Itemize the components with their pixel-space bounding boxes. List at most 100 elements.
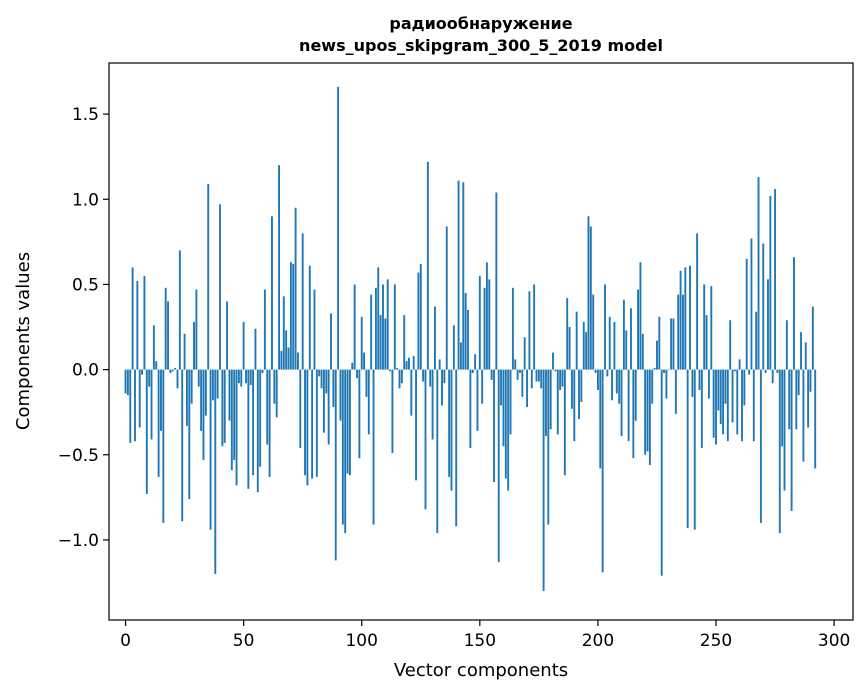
bar	[570, 369, 573, 409]
bar	[587, 216, 590, 370]
bar	[471, 369, 474, 374]
bar	[627, 369, 630, 442]
bar	[450, 369, 453, 491]
bar	[197, 369, 200, 387]
bar	[549, 369, 552, 430]
bar	[561, 369, 564, 387]
bar	[374, 287, 377, 370]
bar	[660, 369, 663, 576]
bar	[327, 369, 330, 445]
bar	[148, 369, 151, 387]
bar	[533, 284, 536, 370]
bar	[641, 333, 644, 370]
bar	[715, 369, 717, 445]
bar	[575, 311, 578, 370]
bar	[339, 369, 342, 421]
bar	[516, 369, 519, 380]
bar	[698, 369, 701, 391]
bar	[467, 309, 469, 370]
x-axis-label: Vector components	[394, 660, 568, 681]
bar	[157, 369, 160, 477]
bar	[341, 369, 344, 525]
bar	[304, 369, 306, 476]
bar	[367, 369, 370, 435]
bar	[431, 369, 434, 440]
bar	[370, 294, 373, 370]
bar	[226, 301, 229, 370]
bar	[464, 292, 467, 370]
bar	[308, 265, 311, 370]
bar	[410, 369, 413, 416]
bar	[771, 369, 774, 384]
bar	[800, 332, 802, 370]
bar	[552, 352, 554, 370]
bar	[299, 369, 302, 448]
bar	[485, 262, 488, 370]
bar	[434, 306, 436, 370]
bar	[497, 369, 500, 563]
bar	[580, 369, 583, 402]
bar	[438, 359, 441, 370]
bar	[459, 342, 462, 370]
bar	[178, 250, 181, 370]
bar	[266, 369, 269, 445]
bar	[481, 369, 484, 404]
bar	[230, 369, 233, 471]
bar	[637, 289, 640, 370]
bar	[490, 369, 493, 380]
bar	[795, 369, 798, 430]
x-tick-label: 200	[582, 631, 614, 651]
bar	[504, 369, 507, 479]
bar	[804, 342, 807, 370]
bar	[301, 233, 304, 370]
bar	[663, 369, 665, 374]
y-tick-label: 1.5	[72, 105, 99, 125]
bar	[644, 369, 647, 455]
x-tick-label: 100	[345, 631, 377, 651]
bar	[741, 369, 743, 442]
bar	[608, 316, 611, 370]
bar	[289, 262, 292, 370]
bar	[535, 369, 538, 382]
bar	[306, 369, 309, 486]
bar	[748, 369, 751, 375]
bar	[436, 369, 439, 534]
bar	[793, 257, 795, 370]
bar	[785, 320, 788, 370]
bar	[679, 270, 682, 370]
bar	[233, 369, 236, 460]
bar	[160, 369, 162, 431]
bar	[223, 369, 226, 443]
bar	[400, 369, 403, 384]
bar	[511, 287, 514, 370]
bar	[150, 369, 153, 440]
y-tick-label: 1.0	[72, 190, 99, 210]
bar	[604, 284, 606, 370]
bar	[563, 369, 566, 476]
bar	[729, 320, 732, 370]
bar	[259, 369, 262, 467]
bar	[689, 265, 691, 370]
bar	[762, 243, 765, 370]
bar	[519, 369, 521, 374]
bar	[353, 284, 356, 370]
bar	[348, 369, 351, 476]
x-axis: 0 50 100 150 200 250 300	[120, 620, 850, 651]
bar	[547, 369, 550, 525]
bar	[186, 369, 188, 426]
bar	[134, 369, 136, 442]
bar	[632, 369, 635, 459]
bar	[526, 369, 528, 408]
bar	[228, 369, 231, 421]
bar	[398, 369, 401, 389]
bar	[280, 350, 283, 370]
bar	[554, 369, 557, 372]
bar	[126, 369, 129, 396]
bar	[691, 369, 694, 397]
bar	[542, 369, 545, 592]
bar	[252, 369, 255, 476]
chart-title: радиообнаружение	[389, 14, 572, 33]
bar	[124, 369, 127, 394]
